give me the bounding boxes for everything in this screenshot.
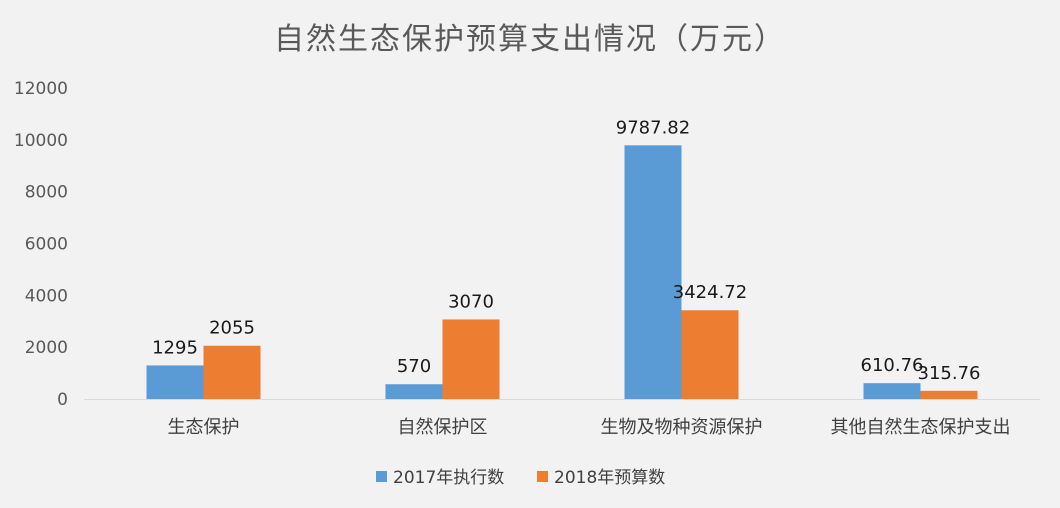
- bars-layer: [146, 145, 978, 399]
- legend-swatch: [537, 471, 548, 482]
- data-label: 2055: [209, 318, 255, 339]
- bar: [624, 145, 682, 399]
- bar: [863, 383, 921, 399]
- chart-title: 自然生态保护预算支出情况（万元）: [274, 22, 786, 57]
- legend-label: 2017年执行数: [393, 468, 504, 488]
- category-label: 生物及物种资源保护: [601, 417, 763, 438]
- y-tick-label: 2000: [25, 338, 68, 358]
- data-label: 3070: [448, 291, 494, 312]
- y-tick-label: 0: [57, 390, 68, 410]
- bar: [442, 319, 500, 399]
- y-tick-label: 8000: [25, 183, 68, 203]
- legend: 2017年执行数 2018年预算数: [376, 468, 665, 488]
- data-label: 315.76: [918, 363, 981, 384]
- data-label: 610.76: [861, 355, 924, 376]
- category-label: 生态保护: [168, 417, 240, 438]
- axis-layer: 0 2000 4000 6000 8000 10000 12000 生态保护 自然保护区 生物及物…: [14, 79, 1040, 438]
- y-tick-label: 6000: [25, 235, 68, 255]
- data-labels-layer: 1295 2055 570 3070 9787.82 3424.72 610.76315.7…: [152, 117, 980, 383]
- data-label: 3424.72: [673, 282, 747, 303]
- y-tick-label: 10000: [14, 131, 68, 151]
- data-label: 570: [397, 356, 431, 377]
- y-tick-label: 4000: [25, 286, 68, 306]
- legend-swatch: [376, 471, 387, 482]
- category-label: 自然保护区: [398, 417, 488, 438]
- legend-label: 2018年预算数: [554, 468, 665, 488]
- bar: [681, 310, 739, 399]
- bar: [920, 390, 978, 399]
- data-label: 1295: [152, 337, 198, 358]
- y-tick-label: 12000: [14, 79, 68, 99]
- bar: [146, 365, 204, 399]
- bar: [203, 345, 261, 399]
- category-label: 其他自然生态保护支出: [831, 417, 1011, 438]
- data-label: 9787.82: [616, 117, 690, 138]
- bar: [385, 384, 443, 399]
